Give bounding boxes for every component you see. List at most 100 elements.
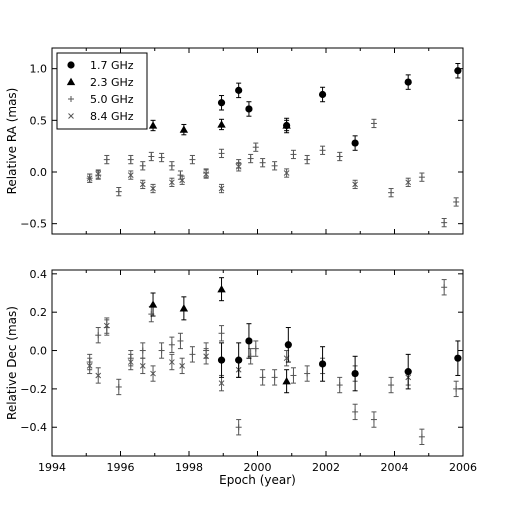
- data-point: [318, 360, 327, 368]
- data-point: [283, 121, 291, 130]
- data-point: [150, 370, 156, 377]
- data-point: [319, 147, 326, 154]
- data-point: [290, 372, 297, 379]
- data-point: [259, 374, 266, 381]
- data-point: [139, 162, 146, 169]
- data-point: [127, 172, 134, 178]
- top-series-2-3-ghz: [148, 118, 291, 136]
- data-point: [115, 383, 122, 390]
- bottom-series-2-3-ghz: [148, 277, 291, 394]
- data-point: [336, 382, 343, 389]
- data-point: [418, 433, 425, 440]
- legend-marker: [68, 96, 74, 102]
- data-point: [127, 359, 134, 365]
- data-point: [177, 172, 184, 179]
- data-point: [148, 153, 155, 160]
- data-point: [103, 156, 110, 163]
- top-series-5-0-ghz: [86, 118, 460, 228]
- data-point: [351, 369, 359, 378]
- bottom-y-tick-label: −0.2: [20, 383, 47, 396]
- dec-panel: 1994 1996 1998 2000 2002 2004 2006 −0.4 −0.2 0.0 0…: [5, 268, 477, 487]
- data-point: [304, 156, 311, 163]
- data-point: [245, 337, 253, 345]
- data-point: [217, 284, 226, 293]
- legend-entry: 1.7 GHz: [67, 59, 134, 72]
- top-y-tick-label: 0.0: [30, 166, 48, 179]
- data-point: [168, 162, 175, 169]
- legend-label: 5.0 GHz: [90, 93, 134, 106]
- bottom-x-axis-label: Epoch (year): [219, 473, 296, 487]
- data-point: [217, 356, 226, 364]
- legend-label: 2.3 GHz: [90, 76, 134, 89]
- data-point: [259, 159, 266, 166]
- data-point: [148, 300, 158, 308]
- data-point: [370, 120, 377, 127]
- bottom-series-1-7-ghz: [217, 323, 462, 392]
- data-point: [218, 185, 225, 192]
- data-point: [86, 363, 93, 369]
- data-point: [271, 162, 278, 169]
- data-point: [245, 105, 253, 113]
- bottom-x-tick-label: 2002: [312, 461, 340, 474]
- data-point: [168, 341, 175, 348]
- bottom-y-tick-label: 0.2: [30, 306, 48, 319]
- data-point: [86, 175, 93, 182]
- bottom-x-tick-label: 2004: [381, 461, 409, 474]
- data-point: [404, 368, 412, 376]
- data-point: [179, 304, 189, 312]
- data-point: [179, 125, 189, 133]
- data-point: [218, 150, 225, 157]
- data-point: [95, 372, 102, 379]
- legend-label: 8.4 GHz: [90, 110, 134, 123]
- data-point: [148, 121, 158, 129]
- data-point: [454, 354, 462, 362]
- data-point: [454, 67, 462, 75]
- data-point: [418, 174, 425, 181]
- data-point: [370, 416, 377, 423]
- data-point: [218, 330, 225, 337]
- data-point: [247, 155, 254, 162]
- data-point: [158, 347, 165, 354]
- data-point: [150, 185, 156, 192]
- data-point: [95, 171, 102, 177]
- data-point: [252, 144, 259, 151]
- data-point: [453, 198, 460, 205]
- data-point: [235, 356, 243, 364]
- legend-marker: [68, 113, 74, 119]
- data-point: [179, 177, 186, 184]
- data-point: [158, 154, 165, 161]
- bottom-y-tick-label: 0.0: [30, 345, 48, 358]
- data-point: [336, 153, 343, 160]
- data-point: [352, 408, 359, 415]
- bottom-x-tick-label: 1998: [175, 461, 203, 474]
- data-point: [217, 120, 226, 128]
- data-point: [318, 90, 327, 99]
- data-point: [189, 351, 196, 358]
- ra-panel: −0.5 0.0 0.5 1.0 Relative RA (mas): [5, 47, 464, 235]
- data-point: [351, 139, 359, 147]
- data-point: [441, 219, 448, 226]
- legend-label: 1.7 GHz: [90, 59, 134, 72]
- top-y-tick-label: 0.5: [30, 114, 48, 127]
- top-series-1-7-ghz: [217, 63, 462, 151]
- data-point: [203, 171, 209, 177]
- data-point: [139, 347, 146, 354]
- data-point: [252, 345, 259, 352]
- data-point: [95, 332, 102, 339]
- bottom-x-tick-label: 1994: [38, 461, 66, 474]
- data-point: [179, 363, 186, 369]
- bottom-x-tick-label: 2006: [449, 461, 477, 474]
- data-point: [453, 385, 460, 392]
- data-point: [115, 188, 122, 195]
- data-point: [218, 380, 225, 386]
- data-point: [189, 156, 196, 163]
- data-point: [169, 179, 175, 186]
- legend-entry: 8.4 GHz: [68, 110, 134, 123]
- data-point: [271, 374, 278, 381]
- legend-entry: 5.0 GHz: [68, 93, 134, 106]
- data-point: [304, 370, 311, 377]
- data-point: [139, 181, 146, 188]
- data-point: [217, 99, 226, 107]
- data-point: [352, 181, 358, 188]
